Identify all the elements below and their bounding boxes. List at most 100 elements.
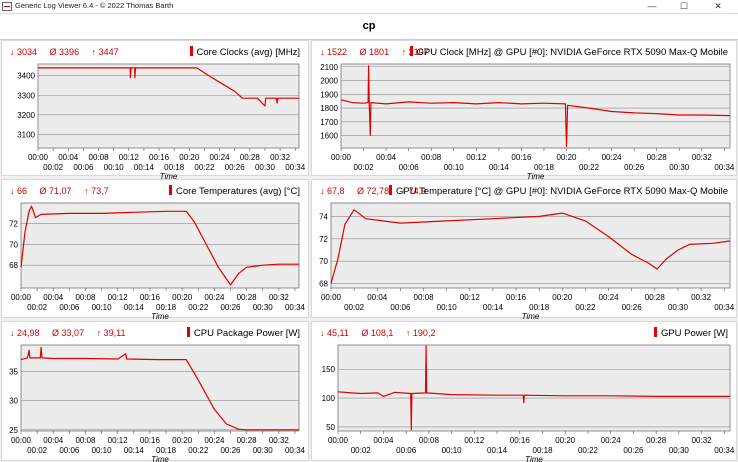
plot-area: [37, 63, 300, 149]
x-tick-label: 00:06: [390, 303, 411, 312]
x-tick-label: 00:14: [487, 446, 508, 455]
x-tick-label: 00:34: [714, 446, 735, 455]
x-tick-label: 00:12: [108, 293, 129, 302]
stat-min: ↓ 1522: [320, 47, 348, 57]
x-tick-label: 00:16: [149, 153, 170, 162]
x-tick-label: 00:00: [321, 293, 342, 302]
y-tick-label: 3200: [17, 111, 35, 120]
x-tick-label: 00:22: [579, 163, 600, 172]
plot-area: [340, 63, 731, 149]
x-tick-label: 00:20: [552, 293, 573, 302]
x-tick-label: 00:18: [156, 446, 177, 455]
x-tick-label: 00:08: [75, 436, 96, 445]
stat-avg: Ø 1801: [359, 47, 390, 57]
x-tick-label: 00:30: [669, 163, 690, 172]
x-tick-label: 00:16: [140, 436, 161, 445]
panel-title: Core Clocks (avg) [MHz]: [190, 46, 300, 58]
x-tick-label: 00:24: [204, 293, 225, 302]
x-tick-label: 00:22: [188, 446, 209, 455]
x-tick-label: 00:04: [43, 436, 64, 445]
panel-title: GPU Power [W]: [654, 327, 728, 339]
x-tick-label: 00:10: [92, 303, 113, 312]
x-tick-label: 00:22: [575, 303, 596, 312]
panel-gpu-power: ↓ 45,11 Ø 108,1 ↑ 190,2 GPU Power [W] 50…: [311, 321, 737, 462]
x-axis-label: Time: [527, 172, 545, 181]
x-tick-label: 00:00: [11, 293, 32, 302]
stat-avg: Ø 3396: [49, 47, 80, 57]
x-tick-label: 00:02: [354, 163, 375, 172]
y-tick-label: 1700: [320, 118, 338, 127]
x-tick-label: 00:30: [253, 446, 274, 455]
x-tick-label: 00:08: [89, 153, 110, 162]
x-tick-label: 00:10: [444, 163, 465, 172]
x-axis-label: Time: [525, 455, 543, 462]
x-tick-label: 00:14: [489, 163, 510, 172]
x-tick-label: 00:24: [599, 293, 620, 302]
stat-max: ↑ 190,2: [405, 328, 436, 338]
series-line: [38, 67, 299, 107]
x-tick-label: 00:08: [419, 436, 440, 445]
series-line: [20, 205, 299, 286]
x-tick-label: 00:24: [602, 153, 623, 162]
x-tick-label: 00:04: [43, 293, 64, 302]
y-tick-label: 100: [322, 394, 336, 403]
panel-stats: ↓ 3034 Ø 3396 ↑ 3447: [10, 47, 129, 57]
log-header: cp: [0, 14, 738, 40]
x-tick-label: 00:28: [237, 436, 258, 445]
x-tick-label: 00:06: [59, 303, 80, 312]
plot-area: [20, 344, 300, 432]
x-tick-label: 00:26: [220, 303, 241, 312]
panel-core-clocks: ↓ 3034 Ø 3396 ↑ 3447 Core Clocks (avg) […: [1, 40, 309, 181]
x-tick-label: 00:26: [225, 163, 246, 172]
x-tick-label: 00:28: [237, 293, 258, 302]
stat-min: ↓ 66: [10, 186, 28, 196]
y-tick-label: 3100: [17, 130, 35, 139]
x-tick-label: 00:32: [692, 153, 713, 162]
panel-title: Core Temperatures (avg) [°C]: [169, 185, 300, 197]
stat-min: ↓ 45,11: [320, 328, 349, 338]
y-tick-label: 74: [319, 212, 328, 221]
x-tick-label: 00:02: [43, 163, 64, 172]
x-tick-label: 00:10: [437, 303, 458, 312]
x-tick-label: 00:14: [124, 446, 145, 455]
x-tick-label: 00:32: [270, 153, 291, 162]
x-tick-label: 00:22: [578, 446, 599, 455]
y-tick-label: 1900: [320, 90, 338, 99]
x-tick-label: 00:24: [204, 436, 225, 445]
plot-area: [20, 202, 300, 289]
y-tick-label: 50: [326, 423, 335, 432]
close-button[interactable]: ✕: [714, 1, 722, 11]
panel-cpu-package-power: ↓ 24,98 Ø 33,07 ↑ 39,11 CPU Package Powe…: [1, 321, 309, 462]
y-tick-label: 72: [9, 220, 18, 229]
panel-gpu-temperature: ↓ 67,8 Ø 72,78 ↑ 74,9 GPU Temperature [°…: [311, 179, 737, 321]
x-tick-label: 00:06: [399, 163, 420, 172]
panel-title: GPU Temperature [°C] @ GPU [#0]: NVIDIA …: [389, 185, 728, 197]
x-tick-label: 00:08: [414, 293, 435, 302]
minimize-button[interactable]: —: [647, 1, 657, 11]
x-tick-label: 00:12: [108, 436, 129, 445]
x-tick-label: 00:16: [506, 293, 527, 302]
x-tick-label: 00:04: [367, 293, 388, 302]
window-titlebar: Generic Log Viewer 6.4 - © 2022 Thomas B…: [0, 0, 738, 14]
maximize-button[interactable]: ☐: [679, 1, 689, 11]
panel-stats: ↓ 24,98 Ø 33,07 ↑ 39,11: [10, 328, 135, 338]
x-tick-label: 00:10: [104, 163, 125, 172]
x-tick-label: 00:28: [647, 153, 668, 162]
x-tick-label: 00:28: [646, 436, 667, 445]
x-tick-label: 00:00: [331, 153, 352, 162]
series-line: [340, 65, 731, 147]
x-tick-label: 00:30: [253, 303, 274, 312]
stat-avg: Ø 33,07: [52, 328, 85, 338]
x-tick-label: 00:12: [460, 293, 481, 302]
x-tick-label: 00:10: [92, 446, 113, 455]
stat-avg: Ø 71,07: [39, 186, 72, 196]
x-tick-label: 00:32: [692, 436, 713, 445]
x-tick-label: 00:32: [269, 436, 290, 445]
y-tick-label: 3300: [17, 91, 35, 100]
x-tick-label: 00:30: [668, 303, 689, 312]
chart-core-clocks: 3100 3200 3300 3400 00:0000:0200:0400:0600:0…: [17, 63, 306, 181]
x-tick-label: 00:18: [533, 446, 554, 455]
x-tick-label: 00:26: [623, 446, 644, 455]
x-tick-label: 00:18: [529, 303, 550, 312]
x-tick-label: 00:06: [73, 163, 94, 172]
